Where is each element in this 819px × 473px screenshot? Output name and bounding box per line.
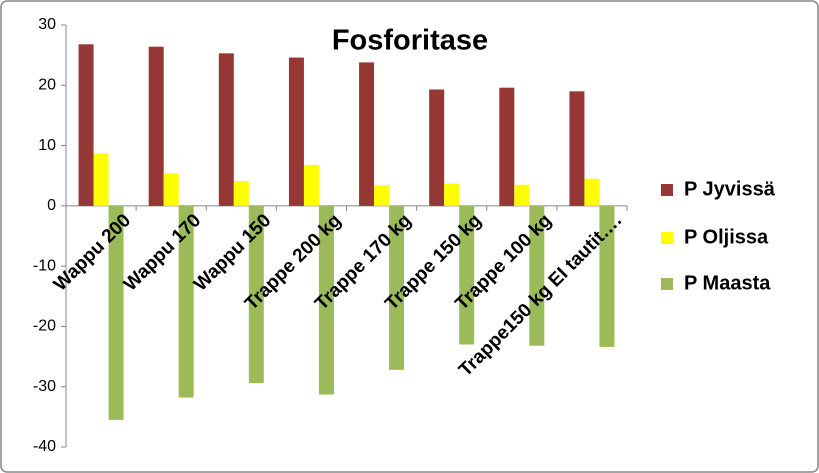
legend-label: P Jyvissä — [684, 178, 776, 200]
legend-label: P Oljissa — [684, 226, 769, 248]
bar — [499, 87, 515, 206]
bar — [429, 89, 445, 206]
bar — [78, 44, 94, 206]
bar — [288, 57, 304, 206]
bar — [389, 205, 405, 370]
bar — [93, 153, 109, 206]
legend-swatch — [661, 232, 673, 244]
bar — [178, 205, 194, 398]
y-tick-label: -10 — [33, 257, 56, 274]
bar — [514, 184, 530, 206]
bar — [599, 205, 615, 347]
bar — [218, 53, 234, 206]
bar — [318, 205, 334, 395]
bar — [459, 205, 475, 345]
chart-title: Fosforitase — [332, 25, 488, 57]
legend-swatch — [661, 278, 673, 290]
y-tick-label: 0 — [47, 197, 56, 214]
bar — [303, 164, 319, 206]
legend-label: P Maasta — [684, 272, 771, 294]
bar — [374, 185, 390, 206]
y-tick-label: -30 — [33, 378, 56, 395]
bar — [148, 46, 164, 206]
bar — [584, 178, 600, 206]
bar — [233, 181, 249, 206]
bar — [248, 205, 264, 384]
y-tick-label: 10 — [38, 137, 56, 154]
y-tick-label: 20 — [38, 77, 56, 94]
legend-swatch — [661, 184, 673, 196]
y-tick-label: -20 — [33, 318, 56, 335]
bar — [108, 205, 124, 420]
bar — [529, 205, 545, 346]
y-tick-label: 30 — [38, 16, 56, 33]
y-tick-label: -40 — [33, 438, 56, 455]
bar — [569, 91, 585, 206]
bar — [444, 183, 460, 206]
bar — [163, 173, 179, 206]
bar — [359, 62, 375, 206]
